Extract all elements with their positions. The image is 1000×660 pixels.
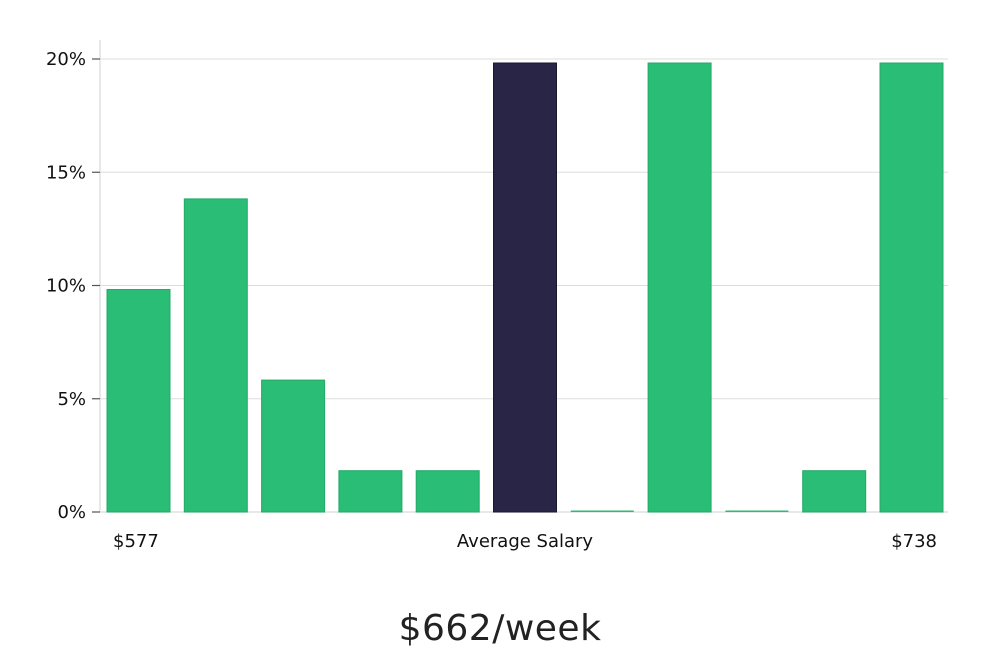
salary-histogram: 0% 5% 10% 15% 20% $577 Average Salary $738: [46, 40, 948, 552]
histogram-bar: [261, 379, 326, 513]
y-tick-label: 15%: [46, 162, 86, 183]
x-axis-labels: $577 Average Salary $738: [113, 531, 937, 552]
x-label-average: Average Salary: [457, 531, 594, 552]
histogram-bar: [802, 470, 867, 513]
x-label-max: $738: [891, 531, 937, 552]
histogram-bar: [183, 198, 248, 513]
histogram-bar: [106, 289, 171, 513]
y-tick-label: 20%: [46, 49, 86, 70]
bars: [106, 62, 944, 513]
histogram-bar: [725, 510, 789, 512]
histogram-bar: [647, 62, 712, 513]
x-label-min: $577: [113, 531, 159, 552]
average-salary-value: $662/week: [398, 608, 602, 649]
y-tick-label: 10%: [46, 276, 86, 297]
histogram-bar: [415, 470, 480, 513]
histogram-bar: [570, 510, 634, 512]
y-tick-label: 0%: [57, 502, 86, 523]
histogram-bar: [338, 470, 403, 513]
y-tick-label: 5%: [57, 389, 86, 410]
histogram-bar: [879, 62, 944, 513]
average-salary-bar: [493, 62, 557, 513]
y-axis-ticks: 0% 5% 10% 15% 20%: [46, 49, 100, 523]
